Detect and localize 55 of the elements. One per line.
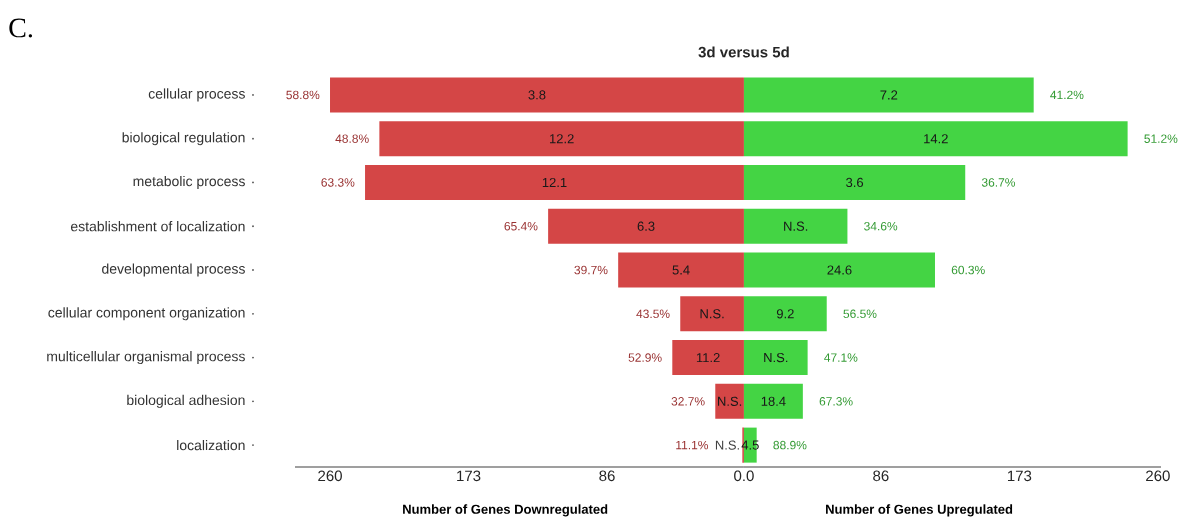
y-tick-label: developmental process (102, 263, 245, 277)
y-tick-label: establishment of localization (70, 221, 245, 232)
annotation: 5.4 (672, 265, 690, 275)
x-axis-title: Number of Genes Upregulated (826, 504, 1013, 517)
annotation: 11.1% (676, 440, 709, 450)
annotation: 60.3% (951, 265, 985, 275)
annotation: 65.4% (504, 221, 538, 231)
annotation: 3.8 (528, 90, 546, 100)
x-axis-title: Number of Genes Downregulated (403, 504, 608, 517)
y-tick-label: biological adhesion (127, 394, 245, 408)
annotation: 11.2 (696, 353, 720, 363)
x-tick-label: 86 (873, 470, 889, 482)
annotation: N.S. (700, 309, 724, 319)
annotation: N.S. (764, 352, 788, 363)
annotation: 24.6 (827, 265, 852, 275)
annotation: 32.7% (671, 397, 705, 406)
x-tick-label: 260 (318, 470, 342, 482)
annotation: 67.3% (819, 397, 853, 406)
annotation: 39.7% (574, 265, 608, 275)
x-tick-label: 260 (1146, 470, 1170, 482)
x-tick-label: 0.0 (734, 470, 754, 482)
chart-title: 3d versus 5d (698, 46, 789, 58)
y-tick-label: localization (177, 439, 245, 451)
y-tick-label: cellular component organization (48, 307, 245, 321)
annotation: 88.9% (773, 440, 807, 450)
x-tick-label: 173 (1007, 470, 1032, 482)
annotation: N.S. (718, 396, 742, 406)
annotation: 43.5% (636, 309, 670, 319)
y-tick-label: biological regulation (122, 132, 245, 146)
annotation: 6.3 (637, 221, 655, 231)
annotation: N.S. (715, 440, 739, 450)
x-tick-label: 86 (599, 470, 615, 482)
annotation: N.S. (784, 221, 808, 231)
annotation: 56.5% (843, 309, 877, 319)
annotation: 63.3% (321, 178, 355, 187)
annotation: 36.7% (981, 178, 1016, 187)
annotation: 9.2 (776, 309, 794, 319)
y-tick-label: metabolic process (133, 175, 245, 189)
annotation: 18.4 (761, 396, 786, 406)
annotation: 7.2 (880, 90, 898, 100)
annotation: 51.2% (1144, 134, 1178, 143)
annotation: 12.1 (542, 177, 567, 187)
annotation: 34.6% (864, 221, 898, 231)
y-tick-label: multicellular organismal process (47, 351, 245, 365)
annotation: 52.9% (628, 353, 662, 362)
annotation: 48.8% (335, 134, 369, 143)
annotation: 58.8% (286, 90, 320, 100)
annotation: 47.1% (824, 353, 858, 362)
annotation: 12.2 (549, 134, 574, 144)
y-tick-label: cellular process (148, 88, 245, 102)
annotation: 41.2% (1050, 90, 1084, 100)
annotation: 3.6 (846, 177, 864, 188)
annotation: 14.2 (924, 134, 948, 144)
text: C. (9, 18, 33, 38)
x-tick-label: 173 (457, 470, 481, 482)
